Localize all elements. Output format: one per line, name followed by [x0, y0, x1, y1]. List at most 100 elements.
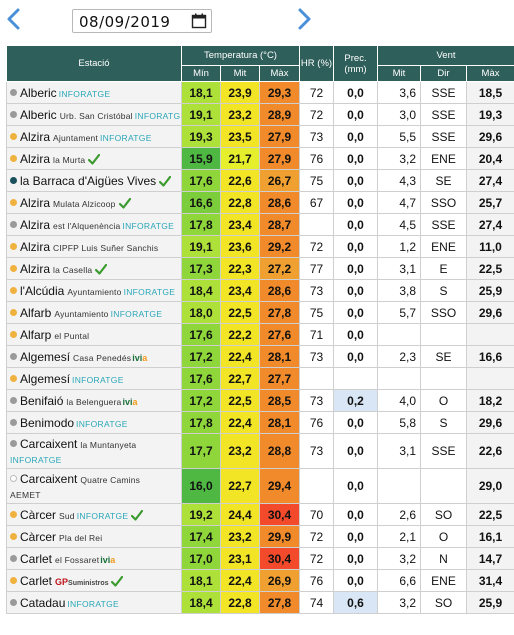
station-name[interactable]: Carlet: [20, 551, 53, 566]
station-cell[interactable]: l'Alcúdia Ayuntamiento INFORATGE: [6, 279, 182, 302]
date-input[interactable]: 08/09/2019: [72, 9, 212, 33]
col-header-wind-mit[interactable]: Mit: [377, 65, 421, 82]
table-row[interactable]: Carcaixent Quatre Camins AEMET 16,0 22,7 29,4…: [6, 468, 514, 504]
table-row[interactable]: l'Alcúdia Ayuntamiento INFORATGE 18,4 23,4 28…: [6, 279, 514, 302]
table-row[interactable]: Alzira Mulata Alzicoop 16,6 22,8 28,6 67 0,0 4,…: [6, 191, 514, 214]
table-row[interactable]: Alzira CIPFP Luis Suñer Sanchis 19,1 23,6 29…: [6, 235, 514, 258]
station-cell[interactable]: la Barraca d'Aigües Vives: [6, 169, 182, 192]
wind-max-cell: 20,4: [465, 147, 514, 170]
wind-max-cell: 16,6: [465, 345, 514, 368]
station-name[interactable]: Benifaió: [20, 393, 64, 408]
table-row[interactable]: Alberic INFORATGE 18,1 23,9 29,3 72 0,0 3,6 SSE 1…: [6, 81, 514, 104]
station-name[interactable]: Càrcer: [20, 529, 57, 544]
table-row[interactable]: Càrcer Sud INFORATGE 19,2 24,4 30,4 70 0,0 2,6 SO…: [6, 503, 514, 526]
table-row[interactable]: Alfarb Ayuntamiento INFORATGE 18,0 22,5 27,8 7…: [6, 301, 514, 324]
col-header-precipitation[interactable]: Prec. (mm): [333, 45, 378, 82]
table-row[interactable]: Algemesí INFORATGE 17,6 22,7 27,7: [6, 367, 514, 390]
station-cell[interactable]: Alfarb Ayuntamiento INFORATGE: [6, 301, 182, 324]
temp-min-cell: 19,1: [181, 235, 221, 258]
station-cell[interactable]: Alzira Ajuntament INFORATGE: [6, 125, 182, 148]
station-cell[interactable]: Alzira la Casella: [6, 257, 182, 280]
table-row[interactable]: Algemesí Casa Penedésivia 17,2 22,4 28,1 73 0,…: [6, 345, 514, 368]
station-name[interactable]: Alzira: [20, 151, 51, 166]
table-row[interactable]: Alzira est l'Alquenència INFORATGE 17,8 23,4…: [6, 213, 514, 236]
station-name[interactable]: Alfarb: [20, 305, 52, 320]
station-name[interactable]: Alberic: [20, 85, 57, 100]
station-name[interactable]: Alzira: [20, 217, 51, 232]
station-name[interactable]: Alzira: [20, 195, 51, 210]
col-header-humidity[interactable]: HR (%): [299, 45, 334, 82]
station-cell[interactable]: Alzira Mulata Alzicoop: [6, 191, 182, 214]
station-cell[interactable]: Carcaixent Quatre Camins AEMET: [6, 468, 182, 504]
table-row[interactable]: Benifaió la Belengueraivia 17,2 22,5 28,5 73 0…: [6, 389, 514, 412]
station-name[interactable]: Alberic: [20, 107, 57, 122]
station-location: Ayuntamiento: [67, 286, 122, 297]
table-row[interactable]: Alzira Ajuntament INFORATGE 19,3 23,5 27,9 73 0…: [6, 125, 514, 148]
station-cell[interactable]: Catadau INFORATGE: [6, 591, 182, 614]
station-cell[interactable]: Alberic INFORATGE: [6, 81, 182, 104]
station-name[interactable]: Càrcer: [20, 507, 57, 522]
humidity-cell: 73: [299, 345, 334, 368]
calendar-icon[interactable]: [191, 13, 207, 34]
station-cell[interactable]: Alfarp el Puntal: [6, 323, 182, 346]
station-name[interactable]: Algemesí: [20, 349, 71, 364]
station-name[interactable]: Catadau: [20, 595, 66, 610]
table-row[interactable]: la Barraca d'Aigües Vives 17,6 22,6 26,7 75 0…: [6, 169, 514, 192]
inforatge-logo: INFORATGE: [123, 286, 176, 297]
station-cell[interactable]: Algemesí INFORATGE: [6, 367, 182, 390]
wind-mit-cell: 4,7: [377, 191, 421, 214]
col-header-temp-mit[interactable]: Mit: [220, 65, 260, 82]
station-name[interactable]: la Barraca d'Aigües Vives: [20, 173, 157, 188]
col-header-wind: Vent: [376, 45, 514, 66]
table-row[interactable]: Càrcer Pla del Rei 17,4 23,2 29,9 72 0,0 2,1 O 16…: [6, 525, 514, 548]
station-cell[interactable]: Benimodo INFORATGE: [6, 411, 182, 434]
temp-min-cell: 17,6: [181, 169, 221, 192]
humidity-cell: 72: [299, 547, 334, 570]
station-name[interactable]: Carcaixent: [20, 471, 78, 486]
table-row[interactable]: Alfarp el Puntal 17,6 22,2 27,6 71 0,0: [6, 323, 514, 346]
station-cell[interactable]: Alzira CIPFP Luis Suñer Sanchis: [6, 235, 182, 258]
station-name[interactable]: l'Alcúdia: [20, 283, 65, 298]
station-name[interactable]: Alzira: [20, 129, 51, 144]
station-name[interactable]: Alzira: [20, 239, 51, 254]
table-row[interactable]: Alberic Urb. San Cristóbal INFORATGE 19,1 23…: [6, 103, 514, 126]
station-cell[interactable]: Carcaixent la Muntanyeta INFORATGE: [6, 433, 182, 469]
station-cell[interactable]: Càrcer Pla del Rei: [6, 525, 182, 548]
col-header-temp-max[interactable]: Màx: [259, 65, 300, 82]
station-cell[interactable]: Carlet el Fossaretivia: [6, 547, 182, 570]
station-name[interactable]: Carcaixent: [20, 436, 78, 451]
station-name[interactable]: Carlet: [20, 573, 53, 588]
table-row[interactable]: Alzira la Murta 15,9 21,7 27,9 76 0,0 3,2 ENE 20,…: [6, 147, 514, 170]
table-row[interactable]: Carlet el Fossaretivia 17,0 23,1 30,4 72 0,0 3,…: [6, 547, 514, 570]
temp-mit-cell: 22,4: [220, 345, 260, 368]
inforatge-logo: INFORATGE: [76, 418, 128, 429]
station-name[interactable]: Alzira: [20, 261, 51, 276]
previous-day-button[interactable]: [3, 7, 25, 31]
next-day-button[interactable]: [293, 7, 315, 31]
table-row[interactable]: Benimodo INFORATGE 17,8 22,4 28,1 76 0,0 5,8 S 29…: [6, 411, 514, 434]
col-header-station[interactable]: Estació: [6, 45, 182, 82]
station-cell[interactable]: Alzira la Murta: [6, 147, 182, 170]
col-header-wind-max[interactable]: Màx: [465, 65, 514, 82]
station-cell[interactable]: Alberic Urb. San Cristóbal INFORATGE: [6, 103, 182, 126]
station-cell[interactable]: Càrcer Sud INFORATGE: [6, 503, 182, 526]
table-row[interactable]: Catadau INFORATGE 18,4 22,8 27,8 74 0,6 3,2 SO 25…: [6, 591, 514, 614]
station-cell[interactable]: Alzira est l'Alquenència INFORATGE: [6, 213, 182, 236]
table-row[interactable]: Alzira la Casella 17,3 22,3 27,2 77 0,0 3,1 E 22,…: [6, 257, 514, 280]
wind-mit-cell: 4,3: [377, 169, 421, 192]
station-cell[interactable]: Benifaió la Belengueraivia: [6, 389, 182, 412]
table-row[interactable]: Carlet GPSuministros 18,1 22,4 26,9 76 0,0 6,6 E…: [6, 569, 514, 592]
temp-mit-cell: 21,7: [220, 147, 260, 170]
ivia-logo: ivia: [122, 396, 138, 407]
wind-mit-cell: 3,2: [377, 147, 421, 170]
table-row[interactable]: Carcaixent la Muntanyeta INFORATGE 17,7 23,2…: [6, 433, 514, 469]
station-cell[interactable]: Algemesí Casa Penedésivia: [6, 345, 182, 368]
col-header-wind-dir[interactable]: Dir: [420, 65, 467, 82]
station-name[interactable]: Benimodo: [20, 415, 75, 430]
col-header-temp-min[interactable]: Mín: [181, 65, 221, 82]
station-name[interactable]: Algemesí: [20, 371, 71, 386]
station-name[interactable]: Alfarp: [20, 327, 52, 342]
wind-max-cell: 29,6: [465, 411, 514, 434]
station-cell[interactable]: Carlet GPSuministros: [6, 569, 182, 592]
temp-max-cell: 29,4: [259, 468, 300, 504]
